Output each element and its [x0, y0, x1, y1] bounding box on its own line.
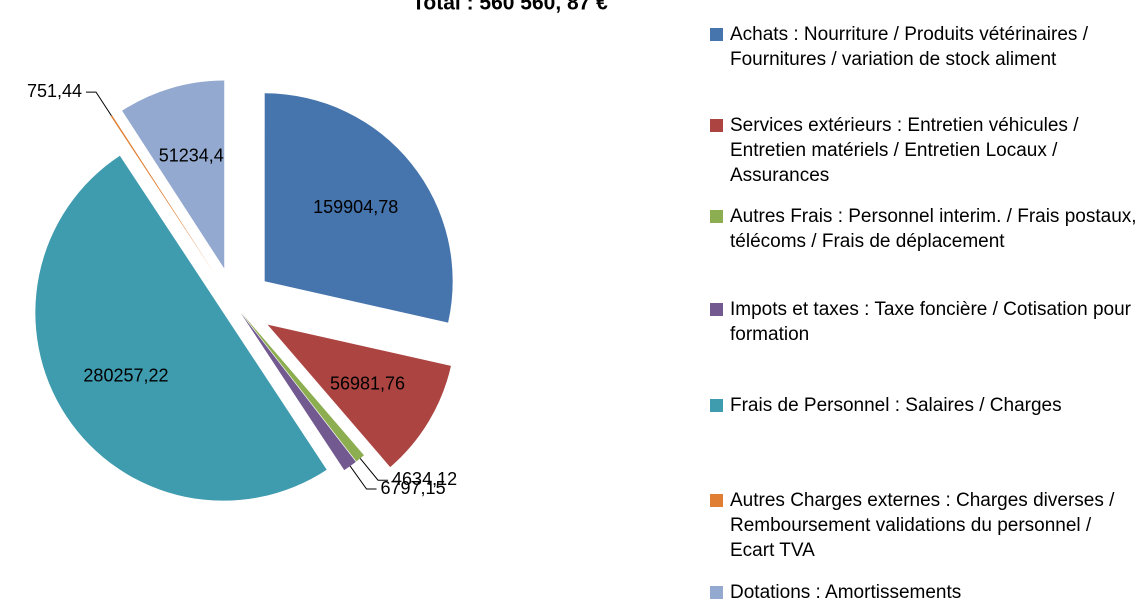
- pie-slice: [264, 93, 453, 323]
- legend-label: Dotations : Amortissements: [730, 582, 962, 603]
- data-label: 56981,76: [330, 373, 405, 393]
- legend-swatch: [710, 494, 723, 507]
- pie-slice: [241, 312, 364, 462]
- data-label: 51234,4: [159, 146, 224, 166]
- legend-label: Achats : Nourriture / Produits vétérinai…: [730, 24, 1088, 70]
- data-label: 4634,12: [392, 469, 457, 489]
- pie-slice: [122, 80, 225, 269]
- legend-entry: Services extérieurs : Entretien véhicule…: [708, 113, 1140, 188]
- pie-slice: [267, 324, 451, 468]
- pie-slice: [240, 313, 356, 471]
- chart-title: Total : 560 560, 87 €: [412, 0, 608, 15]
- leader-line: [359, 458, 389, 481]
- legend-label: Autres Frais : Personnel interim. / Frai…: [730, 206, 1137, 252]
- pie-slice: [35, 155, 327, 501]
- legend-entry: Autres Frais : Personnel interim. / Frai…: [708, 204, 1140, 254]
- legend-swatch: [710, 303, 723, 316]
- legend-label: Autres Charges externes : Charges divers…: [730, 490, 1115, 561]
- data-label: 280257,22: [83, 366, 168, 386]
- legend-entry: Autres Charges externes : Charges divers…: [708, 488, 1140, 563]
- legend-entry: Dotations : Amortissements: [708, 580, 1140, 605]
- legend-label: Services extérieurs : Entretien véhicule…: [730, 115, 1079, 186]
- legend-label: Frais de Personnel : Salaires / Charges: [730, 395, 1062, 416]
- legend-entry: Impots et taxes : Taxe foncière / Cotisa…: [708, 297, 1140, 347]
- pie-slice: [110, 115, 215, 274]
- leader-line: [86, 91, 112, 117]
- pie-area: Total : 560 560, 87 € 159904,78 56981,76 4…: [27, 0, 608, 501]
- legend-swatch: [710, 210, 723, 223]
- legend-swatch: [710, 399, 723, 412]
- data-label: 751,44: [27, 81, 82, 101]
- legend-entry: Frais de Personnel : Salaires / Charges: [708, 393, 1140, 418]
- legend-swatch: [710, 28, 723, 41]
- legend-swatch: [710, 119, 723, 132]
- legend-swatch: [710, 586, 723, 599]
- legend-entry: Achats : Nourriture / Produits vétérinai…: [708, 22, 1140, 72]
- legend-label: Impots et taxes : Taxe foncière / Cotisa…: [730, 299, 1131, 345]
- data-label: 159904,78: [313, 197, 398, 217]
- data-label: 6797,15: [381, 478, 446, 498]
- leader-line: [349, 465, 377, 490]
